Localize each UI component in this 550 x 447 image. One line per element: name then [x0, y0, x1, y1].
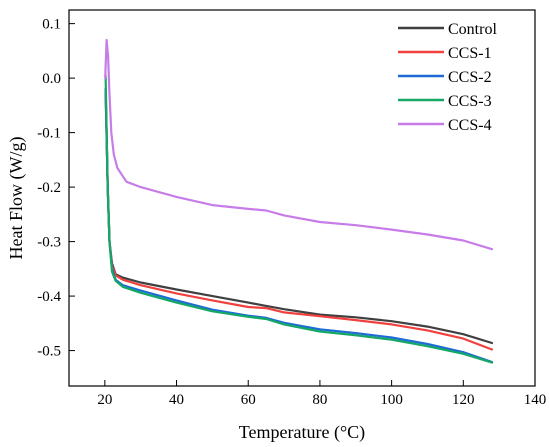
legend-label: CCS-1	[448, 45, 492, 62]
x-tick-label: 60	[241, 392, 256, 408]
y-tick-label: -0.4	[37, 289, 61, 305]
legend-label: CCS-4	[448, 117, 492, 134]
x-tick-label: 80	[312, 392, 327, 408]
series-line-control	[104, 87, 494, 345]
y-tick-label: 0.0	[42, 71, 61, 87]
series-line-ccs-4	[104, 38, 494, 251]
legend-label: CCS-2	[448, 69, 492, 86]
y-axis-title: Heat Flow (W/g)	[6, 137, 27, 260]
legend-label: Control	[448, 21, 497, 38]
y-tick-label: -0.1	[37, 126, 61, 142]
axis-ticks: 20 40 60 80 100 120 140 0.1 0.0 -0.1 -0.2 -0.3 -0.4 -…	[37, 17, 546, 408]
y-tick-label: -0.2	[37, 180, 61, 196]
legend-label: CCS-3	[448, 93, 492, 110]
x-tick-label: 100	[380, 392, 403, 408]
series-line-ccs-3	[104, 74, 494, 364]
plot-frame	[68, 9, 536, 387]
series-line-ccs-2	[104, 87, 494, 364]
y-tick-label: 0.1	[42, 17, 61, 33]
y-tick-label: -0.5	[37, 344, 61, 360]
y-tick-label: -0.3	[37, 235, 61, 251]
x-tick-label: 20	[97, 392, 112, 408]
x-tick-label: 120	[452, 392, 475, 408]
legend: Control CCS-1 CCS-2 CCS-3 CCS-4	[398, 21, 497, 134]
x-tick-label: 140	[524, 392, 547, 408]
x-tick-label: 40	[169, 392, 184, 408]
x-axis-title: Temperature (°C)	[239, 422, 365, 443]
series-lines	[104, 38, 494, 364]
